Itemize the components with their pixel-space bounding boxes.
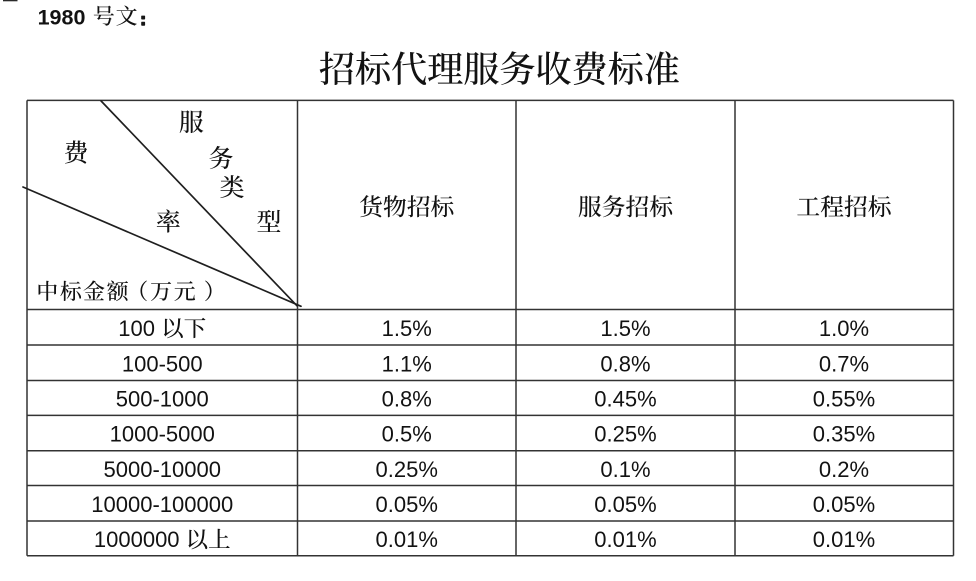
- svg-text:1980: 1980: [38, 6, 86, 30]
- svg-text:1000-5000: 1000-5000: [110, 422, 215, 447]
- svg-text:0.5%: 0.5%: [382, 422, 432, 447]
- svg-text:0.55%: 0.55%: [813, 387, 875, 412]
- svg-text:1000000: 1000000: [94, 527, 180, 552]
- svg-text:0.2%: 0.2%: [819, 457, 869, 482]
- svg-text:0.05%: 0.05%: [594, 492, 656, 517]
- svg-text:5000-10000: 5000-10000: [104, 457, 221, 482]
- svg-text:0.8%: 0.8%: [382, 387, 432, 412]
- svg-text:0.25%: 0.25%: [376, 457, 438, 482]
- svg-text:1.5%: 1.5%: [382, 316, 432, 341]
- svg-text:0.01%: 0.01%: [813, 527, 875, 552]
- svg-text:0.05%: 0.05%: [376, 492, 438, 517]
- svg-text:500-1000: 500-1000: [116, 387, 209, 412]
- svg-text:0.8%: 0.8%: [600, 351, 650, 376]
- svg-text:1.1%: 1.1%: [382, 351, 432, 376]
- svg-text:0.7%: 0.7%: [819, 351, 869, 376]
- svg-text:0.45%: 0.45%: [594, 387, 656, 412]
- svg-text:100: 100: [118, 316, 155, 341]
- svg-text:0.35%: 0.35%: [813, 422, 875, 447]
- svg-text:0.25%: 0.25%: [594, 422, 656, 447]
- svg-text:10000-100000: 10000-100000: [91, 492, 233, 517]
- svg-text:0.01%: 0.01%: [594, 527, 656, 552]
- svg-text:100-500: 100-500: [122, 351, 203, 376]
- svg-text:1.5%: 1.5%: [600, 316, 650, 341]
- svg-text:0.1%: 0.1%: [600, 457, 650, 482]
- svg-text:0.01%: 0.01%: [376, 527, 438, 552]
- svg-text:1.0%: 1.0%: [819, 316, 869, 341]
- svg-text:0.05%: 0.05%: [813, 492, 875, 517]
